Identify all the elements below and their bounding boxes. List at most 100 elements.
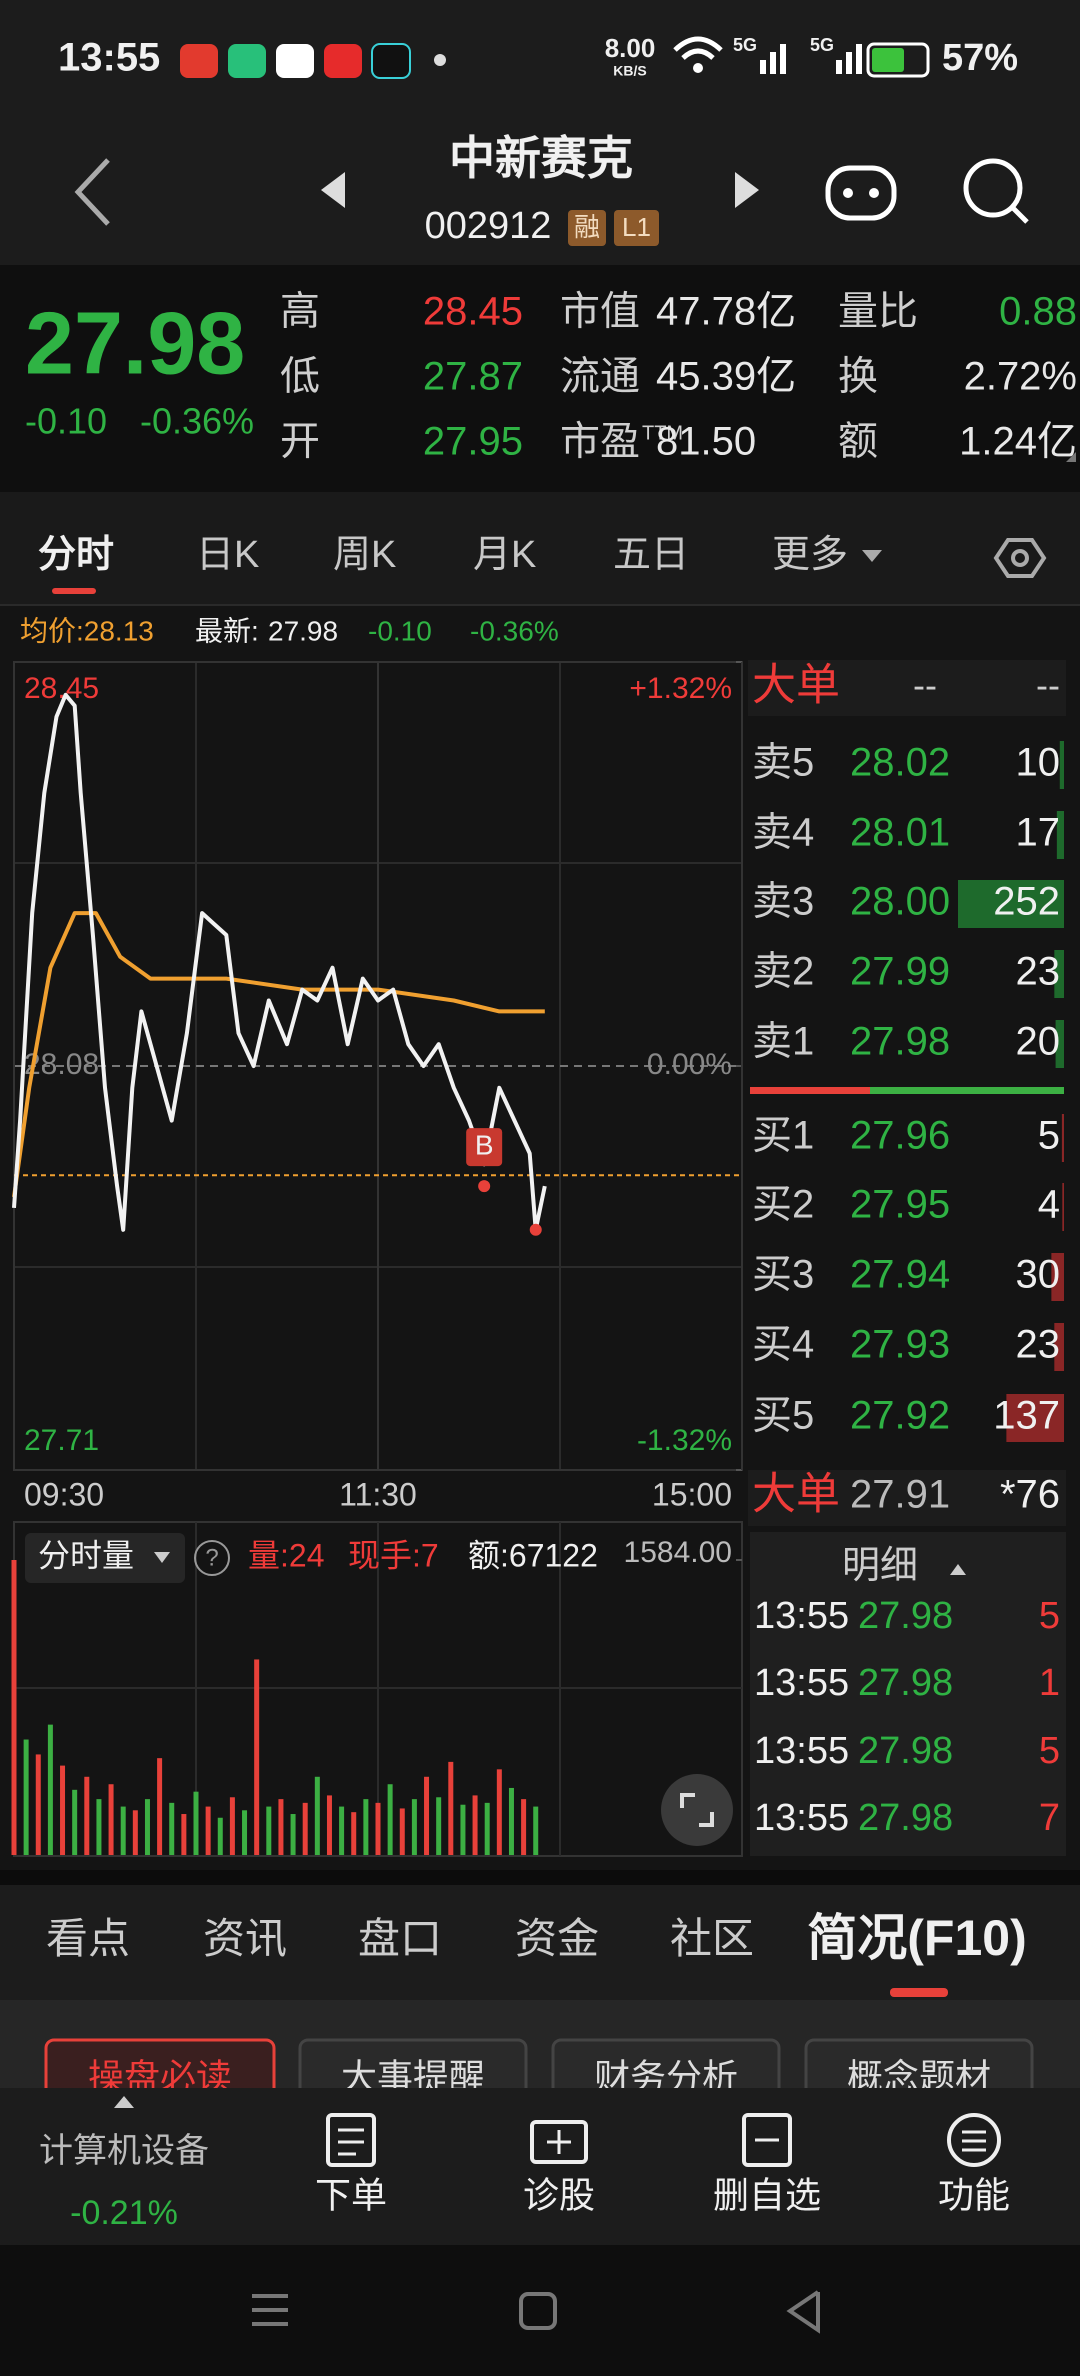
big-order-label: 大单 [752, 1470, 840, 1519]
info-tab[interactable]: 社区 [670, 1915, 754, 1962]
volume-bar [375, 1802, 381, 1855]
qty-bar [1062, 1183, 1064, 1231]
expand-icon [680, 1793, 714, 1827]
prev-stock[interactable] [321, 172, 345, 208]
book-qty: 17 [1016, 811, 1061, 855]
nav-label[interactable]: 删自选 [713, 2175, 821, 2216]
info-tab[interactable]: 资讯 [203, 1915, 287, 1962]
volume-bar [242, 1810, 248, 1855]
nav-label[interactable]: 下单 [315, 2175, 387, 2216]
avg-price: 均价:28.13 [20, 615, 154, 646]
volume-selector[interactable]: 分时量 [38, 1537, 134, 1573]
info-tab[interactable]: 看点 [46, 1915, 130, 1962]
stat-value: 27.95 [423, 420, 523, 464]
y2-tick-label: -1.32% [637, 1424, 732, 1457]
qty-bar [1056, 811, 1064, 859]
volume-bar [266, 1806, 272, 1855]
more-arrow [862, 550, 882, 562]
avg-line [12, 911, 545, 1198]
info-change: -0.10 [368, 615, 432, 646]
stat-label: 市值 [560, 290, 640, 334]
book-price: 27.98 [850, 1020, 950, 1064]
app-icon [180, 44, 218, 78]
app-icon [228, 44, 266, 78]
ratio-bar-red [750, 1087, 870, 1094]
expand-button[interactable] [661, 1774, 733, 1846]
book-qty: 23 [1016, 1323, 1061, 1367]
qty-bar [958, 880, 1064, 928]
book-qty: 30 [1016, 1253, 1061, 1297]
next-stock[interactable] [735, 172, 759, 208]
stat-label: 市盈 [560, 420, 640, 464]
book-price: 27.96 [850, 1114, 950, 1158]
detail-price: 27.98 [858, 1797, 953, 1839]
stat-value: 27.87 [423, 355, 523, 399]
detail-title[interactable]: 明细 [842, 1545, 918, 1587]
big-order-price: 27.91 [850, 1473, 950, 1517]
sector-name[interactable]: 计算机设备 [39, 2132, 209, 2170]
book-price: 27.99 [850, 950, 950, 994]
trade-point [478, 1180, 491, 1193]
back-button[interactable] [74, 158, 110, 226]
signal-label: 5G [810, 35, 834, 55]
stat-value: 47.78亿 [656, 290, 796, 334]
info-tab[interactable]: 简况(F10) [807, 1910, 1026, 1966]
nav-label[interactable]: 功能 [938, 2175, 1010, 2216]
info-tab[interactable]: 资金 [515, 1915, 599, 1962]
search-button[interactable] [963, 158, 1023, 218]
help-icon[interactable] [194, 1540, 230, 1576]
stat-label: 额 [838, 420, 878, 464]
settings-icon [1011, 549, 1029, 567]
status-time: 13:55 [58, 36, 160, 80]
chart-tab[interactable]: 日K [196, 534, 259, 576]
stock-name: 中新赛克 [449, 132, 633, 184]
book-qty: 20 [1016, 1020, 1061, 1064]
detail-time: 13:55 [754, 1662, 849, 1704]
settings-button[interactable] [993, 538, 1047, 578]
volume-bar [84, 1776, 90, 1855]
sector-arrow [114, 2096, 134, 2108]
badge [614, 210, 659, 246]
qty-bar [1006, 1394, 1064, 1442]
x-tick-label: 15:00 [652, 1476, 732, 1512]
chart-tab[interactable]: 月K [473, 534, 536, 576]
volume-bar [314, 1776, 320, 1855]
chart-tab[interactable]: 五日 [613, 534, 689, 576]
system-back[interactable] [786, 2290, 820, 2334]
system-home[interactable] [519, 2292, 557, 2330]
volume-bar [47, 1724, 53, 1855]
nav-label[interactable]: 诊股 [523, 2175, 595, 2216]
corner-mark [1066, 452, 1076, 462]
separator [0, 1870, 1080, 1885]
detail-price: 27.98 [858, 1662, 953, 1704]
stat-label: 低 [280, 355, 320, 399]
qty-bar [1055, 1020, 1064, 1068]
stat-value: 0.88 [999, 290, 1077, 334]
price-change-pct: -0.36% [140, 401, 254, 442]
signal-icon [836, 60, 842, 74]
big-order-qty: *76 [1000, 1473, 1060, 1517]
system-menu[interactable] [252, 2294, 288, 2326]
book-label: 卖5 [752, 741, 814, 785]
trade-marker-label: B [475, 1129, 494, 1160]
book-price: 27.93 [850, 1323, 950, 1367]
volume-bar [472, 1795, 478, 1855]
book-header-bg [748, 660, 1066, 716]
volume-bar [448, 1761, 454, 1855]
trade-marker [466, 1128, 503, 1167]
selector-bg[interactable] [25, 1533, 185, 1583]
volume-bar [205, 1806, 211, 1855]
book-price: 27.94 [850, 1253, 950, 1297]
volume-bar [96, 1799, 102, 1855]
nav-icon [338, 2128, 364, 2156]
assistant-button[interactable] [825, 165, 897, 221]
volume-bar [339, 1806, 345, 1855]
info-tab[interactable]: 盘口 [358, 1915, 442, 1962]
book-col: -- [1036, 665, 1060, 706]
chart-tab[interactable]: 周K [333, 534, 396, 576]
detail-time: 13:55 [754, 1797, 849, 1839]
chart-tab[interactable]: 更多 [772, 534, 848, 576]
chart-tab[interactable]: 分时 [38, 534, 114, 576]
detail-time: 13:55 [754, 1595, 849, 1637]
volume-bar [132, 1810, 138, 1855]
